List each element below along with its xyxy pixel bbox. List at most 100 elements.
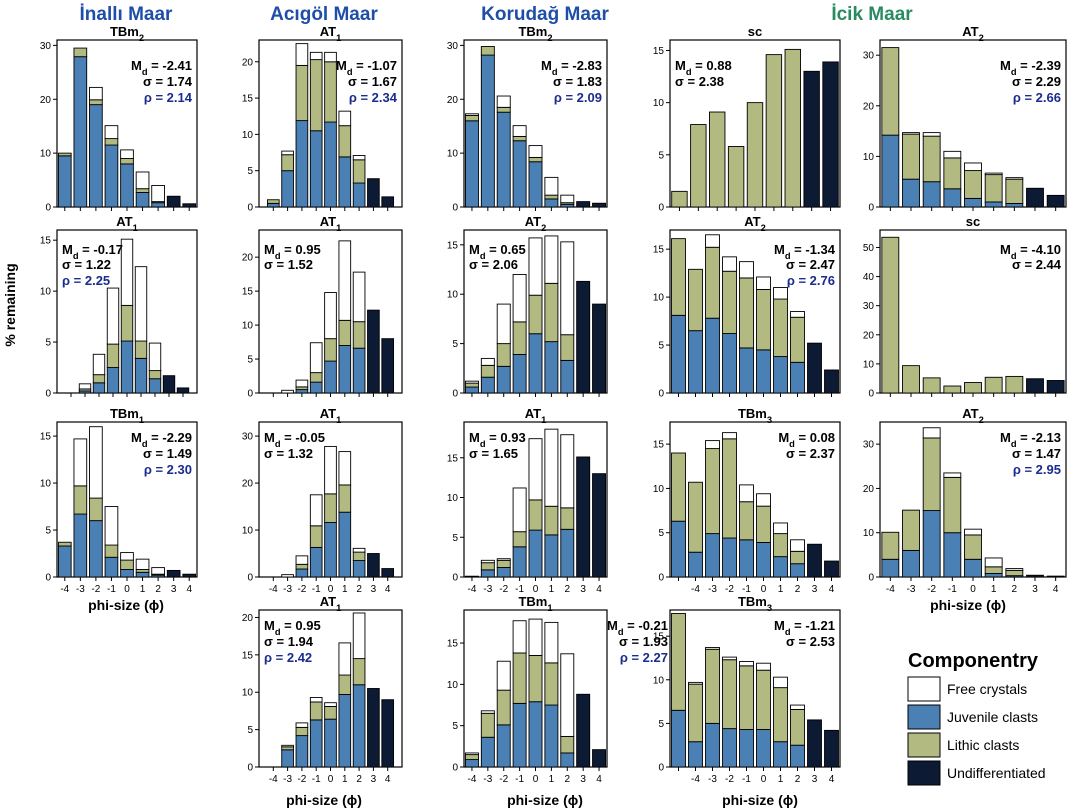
panel-title: AT2: [962, 406, 984, 425]
bar-segment-lithic: [135, 188, 150, 193]
x-tick-label: 0: [533, 774, 539, 785]
bar-segment-juvenile: [739, 539, 754, 578]
median-stat: Md = 0.93: [469, 430, 526, 449]
bar-segment-juvenile: [528, 701, 543, 768]
bar-segment-juvenile: [790, 744, 805, 768]
y-tick-label: 20: [242, 57, 254, 68]
bar-segment-juvenile: [57, 545, 72, 578]
bar-segment-juvenile: [352, 684, 366, 768]
sorting-stat: σ = 1.32: [264, 446, 313, 461]
bar-segment-lithic: [560, 735, 575, 754]
bar-segment-undifferentiated: [824, 369, 839, 394]
y-tick-label: 10: [242, 526, 254, 537]
bar-segment-free-crystals: [790, 704, 805, 710]
sorting-stat: σ = 1.65: [469, 446, 518, 461]
bar-segment-lithic: [671, 452, 686, 522]
legend-title: Componentry: [908, 650, 1039, 672]
sorting-stat: σ = 2.44: [1012, 257, 1062, 272]
bar-segment-free-crystals: [295, 722, 309, 728]
bar-segment-juvenile: [756, 349, 771, 394]
y-tick-label: 15: [242, 287, 254, 298]
bar-segment-lithic: [309, 59, 323, 132]
x-tick-label: 3: [1032, 584, 1038, 595]
panel-title: AT1: [320, 406, 342, 425]
bar-segment-juvenile: [352, 560, 366, 578]
bar-segment-free-crystals: [922, 132, 941, 137]
x-tick-label: 2: [564, 584, 570, 595]
maar-title-acigol: Acıgöl Maar: [270, 4, 378, 25]
bar-segment-lithic: [902, 509, 920, 551]
bar-segment-free-crystals: [78, 383, 92, 390]
y-tick-label: 0: [452, 389, 458, 400]
sorting-stat: σ = 2.47: [786, 257, 835, 272]
bar-segment-lithic: [528, 294, 543, 335]
bar-segment-undifferentiated: [824, 560, 839, 578]
bar-segment-free-crystals: [134, 266, 148, 342]
x-tick-label: 4: [829, 774, 835, 785]
panel-frame: [669, 421, 841, 578]
bar-segment-lithic: [281, 154, 294, 172]
bar-segment-lithic: [943, 476, 962, 534]
y-tick-label: 0: [868, 389, 874, 400]
panel-title: TBm1: [518, 594, 552, 613]
bar-segment-free-crystals: [295, 555, 309, 565]
bar-segment-lithic: [309, 372, 323, 383]
bar-segment-juvenile: [324, 121, 337, 208]
bar-segment-lithic: [739, 665, 754, 730]
bar-segment-juvenile: [790, 563, 805, 578]
bar-segment-lithic: [688, 481, 703, 553]
y-tick-label: 0: [247, 573, 253, 584]
y-tick-label: 15: [653, 245, 665, 256]
bar-segment-undifferentiated: [1026, 378, 1044, 394]
bar-segment-free-crystals: [464, 380, 479, 384]
y-tick-label: 20: [863, 330, 875, 341]
panel-title: TBm2: [110, 24, 144, 43]
bar-segment-juvenile: [922, 181, 941, 208]
bar-segment-lithic: [922, 377, 941, 394]
bar-segment-juvenile: [671, 709, 686, 768]
x-tick-label: 4: [186, 584, 192, 595]
bar-segment-free-crystals: [739, 484, 754, 503]
bar-segment-juvenile: [496, 365, 511, 394]
x-tick-label: 0: [761, 774, 767, 785]
density-stat: ρ = 2.66: [1013, 90, 1061, 105]
bar-segment-free-crystals: [984, 172, 1003, 176]
bar-segment-juvenile: [309, 546, 323, 578]
bar-segment-lithic: [688, 268, 703, 332]
bar-segment-juvenile: [106, 367, 120, 394]
y-tick-label: 5: [452, 533, 458, 544]
bar-segment-juvenile: [338, 511, 352, 578]
y-tick-label: 15: [653, 46, 665, 57]
bar-segment-lithic: [881, 236, 900, 394]
bar-segment-juvenile: [148, 378, 162, 394]
bar-segment-juvenile: [722, 728, 737, 768]
bar-segment-juvenile: [89, 520, 103, 578]
bar-segment-free-crystals: [560, 241, 575, 336]
bar-segment-lithic: [309, 525, 323, 548]
bar-segment-lithic: [89, 497, 103, 522]
bar-segment-lithic: [266, 199, 280, 204]
x-tick-label: -2: [499, 584, 508, 595]
bar-segment-lithic: [790, 316, 805, 363]
density-stat: ρ = 2.95: [1013, 462, 1061, 477]
bar-segment-free-crystals: [528, 145, 543, 158]
bar-segment-lithic: [784, 48, 801, 208]
y-tick-label: 10: [447, 290, 459, 301]
bar-segment-free-crystals: [89, 426, 103, 499]
bar-segment-juvenile: [309, 381, 323, 394]
bar-segment-free-crystals: [496, 660, 511, 691]
bar-segment-free-crystals: [352, 271, 366, 323]
bar-segment-juvenile: [756, 729, 771, 768]
y-tick-label: 5: [452, 721, 458, 732]
bar-segment-juvenile: [984, 573, 1003, 578]
x-tick-label: -2: [725, 774, 734, 785]
median-stat: Md = -0.21: [607, 618, 668, 637]
bar-segment-juvenile: [309, 719, 323, 768]
bar-segment-free-crystals: [480, 559, 495, 564]
sorting-stat: σ = 2.06: [469, 257, 518, 272]
bar-segment-free-crystals: [104, 125, 119, 140]
bar-segment-juvenile: [73, 513, 88, 578]
bar-segment-juvenile: [352, 347, 366, 394]
bar-segment-juvenile: [480, 569, 495, 578]
bar-segment-undifferentiated: [1046, 575, 1065, 578]
